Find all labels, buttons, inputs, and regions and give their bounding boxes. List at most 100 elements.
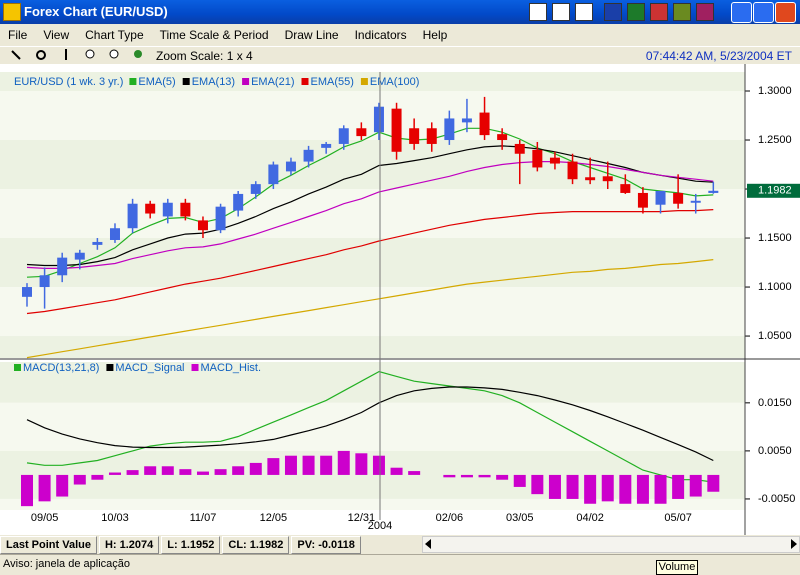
minimize-button[interactable] [731, 2, 752, 23]
toolbar-icon[interactable] [604, 3, 622, 21]
panel-band [0, 402, 745, 451]
candle-body [39, 275, 50, 288]
candle-body [162, 202, 173, 217]
y-tick-label: -0.0050 [758, 493, 795, 505]
y-tick-label: 1.1000 [758, 281, 792, 293]
menu-bar: File View Chart Type Time Scale & Period Dra… [0, 24, 800, 46]
candle-body [690, 200, 701, 203]
legend-label: EMA(5) [138, 76, 175, 88]
x-tick-label: 05/07 [664, 512, 692, 524]
status-item: H: 1.2074 [98, 535, 160, 554]
zoom-out[interactable] [109, 49, 119, 59]
toolbar-tools [11, 49, 142, 60]
candle-body [549, 157, 560, 164]
app-icon [3, 3, 21, 21]
panel-band [0, 140, 745, 190]
candle-body [391, 108, 402, 152]
legend-label: EMA(21) [251, 76, 294, 88]
toolbar-icon[interactable] [575, 3, 593, 21]
menu-item[interactable]: Indicators [354, 28, 407, 42]
candle-body [637, 192, 648, 208]
menu-item[interactable]: View [43, 28, 70, 42]
hist-bar [601, 474, 614, 502]
menu-item[interactable]: Time Scale & Period [159, 28, 269, 42]
menu-item[interactable]: Chart Type [85, 28, 144, 42]
candle-body [197, 220, 208, 231]
year-label: 2004 [368, 520, 392, 532]
y-tick-label: 1.1500 [758, 232, 792, 244]
candle-body [620, 184, 631, 193]
hist-bar [161, 466, 174, 475]
scroll-right[interactable] [791, 539, 797, 549]
legend-label: MACD_Hist. [201, 362, 262, 374]
toolbar-icon[interactable] [650, 3, 668, 21]
hist-bar [267, 458, 280, 475]
hist-bar [443, 474, 456, 478]
menu-item[interactable]: Draw Line [284, 28, 339, 42]
toolbar-icon[interactable] [696, 3, 714, 21]
hist-bar [38, 474, 51, 502]
series-line [26, 161, 714, 269]
legend-label: EMA(13) [192, 76, 235, 88]
last-price-label: 1.1982 [758, 185, 792, 197]
panel-band [0, 362, 745, 403]
y-tick-label: 0.0150 [758, 397, 792, 409]
hist-bar [249, 462, 262, 475]
y-tick-label: 1.0500 [758, 330, 792, 342]
x-tick-label: 10/03 [101, 512, 129, 524]
hist-bar [636, 474, 649, 504]
x-tick-label: 09/05 [31, 512, 59, 524]
last-price-tag [747, 183, 800, 198]
candle-body [127, 203, 138, 229]
hist-bar [214, 469, 227, 475]
maximize-button[interactable] [753, 2, 774, 23]
hist-bar [20, 474, 33, 507]
legend-swatch [360, 78, 368, 85]
candle-body [373, 106, 384, 133]
legend-swatch [106, 364, 114, 371]
candle-body [303, 149, 314, 162]
candle-body [479, 112, 490, 136]
hist-bar [513, 474, 526, 487]
candle-body [74, 252, 85, 260]
hist-bar [531, 474, 544, 495]
toolbar-icon[interactable] [673, 3, 691, 21]
legend-swatch [301, 78, 309, 85]
candle-body [180, 202, 191, 217]
panel-band [0, 72, 745, 92]
candle-body [497, 134, 508, 141]
close-button[interactable] [775, 2, 796, 23]
hist-bar [672, 474, 685, 499]
zoom-reset[interactable] [134, 50, 142, 58]
legend-title: EUR/USD (1 wk. 3 yr.) [14, 76, 123, 88]
toolbar-icon[interactable] [529, 3, 547, 21]
candle-body [673, 192, 684, 204]
draw-tool[interactable] [11, 50, 21, 60]
candle-body [708, 190, 719, 193]
hist-bar [619, 474, 632, 504]
menu-item[interactable]: Help [422, 28, 448, 42]
candle-body [109, 228, 120, 240]
panel-band [0, 238, 745, 288]
hist-bar [372, 455, 385, 475]
candle-body [21, 287, 32, 297]
toolbar-icon[interactable] [552, 3, 570, 21]
hist-bar [284, 455, 297, 475]
hist-bar [337, 450, 350, 475]
y-tick-label: 1.3000 [758, 85, 792, 97]
x-tick-label: 12/05 [260, 512, 288, 524]
hist-bar [584, 474, 597, 504]
menu-item[interactable]: File [8, 28, 28, 42]
zoom-in[interactable] [85, 49, 95, 59]
candle-body [444, 118, 455, 141]
series-line [26, 370, 714, 483]
point-tool[interactable] [36, 50, 46, 60]
candle-body [145, 203, 156, 214]
candle-body [233, 193, 244, 211]
toolbar-icon[interactable] [627, 3, 645, 21]
candle-body [585, 177, 596, 181]
scrollbar[interactable] [422, 536, 800, 553]
legend-swatch [14, 364, 21, 371]
scroll-left[interactable] [425, 539, 431, 549]
candle-body [321, 143, 332, 148]
